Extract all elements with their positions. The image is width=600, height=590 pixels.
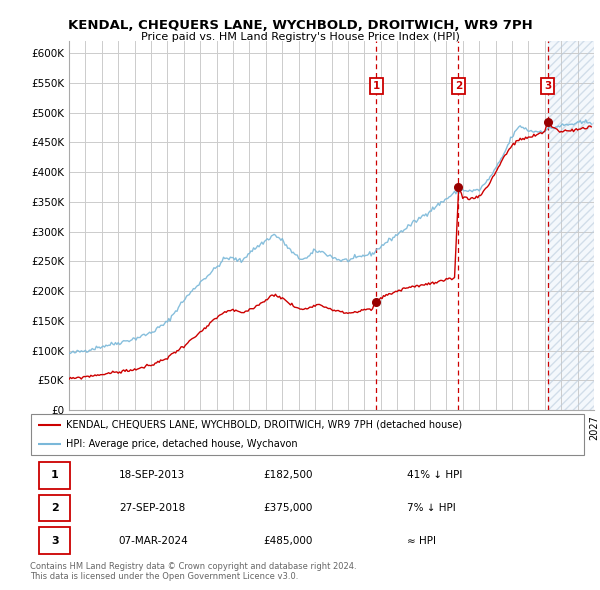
Text: 27-SEP-2018: 27-SEP-2018 bbox=[119, 503, 185, 513]
Text: KENDAL, CHEQUERS LANE, WYCHBOLD, DROITWICH, WR9 7PH (detached house): KENDAL, CHEQUERS LANE, WYCHBOLD, DROITWI… bbox=[66, 419, 462, 430]
Text: 18-SEP-2013: 18-SEP-2013 bbox=[119, 470, 185, 480]
Bar bbox=[548, 41, 594, 410]
Text: £375,000: £375,000 bbox=[263, 503, 313, 513]
Text: ≈ HPI: ≈ HPI bbox=[407, 536, 436, 546]
Text: HPI: Average price, detached house, Wychavon: HPI: Average price, detached house, Wych… bbox=[66, 440, 298, 450]
Text: 07-MAR-2024: 07-MAR-2024 bbox=[119, 536, 188, 546]
Text: 3: 3 bbox=[51, 536, 59, 546]
Text: 2: 2 bbox=[51, 503, 59, 513]
Text: £182,500: £182,500 bbox=[263, 470, 313, 480]
Text: 41% ↓ HPI: 41% ↓ HPI bbox=[407, 470, 463, 480]
Text: 2: 2 bbox=[455, 81, 462, 91]
Text: This data is licensed under the Open Government Licence v3.0.: This data is licensed under the Open Gov… bbox=[30, 572, 298, 581]
Text: Contains HM Land Registry data © Crown copyright and database right 2024.: Contains HM Land Registry data © Crown c… bbox=[30, 562, 356, 571]
FancyBboxPatch shape bbox=[40, 462, 70, 489]
FancyBboxPatch shape bbox=[40, 494, 70, 522]
Text: 3: 3 bbox=[544, 81, 551, 91]
Bar bbox=[548, 41, 594, 410]
Text: 1: 1 bbox=[51, 470, 59, 480]
Text: 7% ↓ HPI: 7% ↓ HPI bbox=[407, 503, 456, 513]
Text: 1: 1 bbox=[373, 81, 380, 91]
Text: Price paid vs. HM Land Registry's House Price Index (HPI): Price paid vs. HM Land Registry's House … bbox=[140, 32, 460, 42]
Text: £485,000: £485,000 bbox=[263, 536, 313, 546]
FancyBboxPatch shape bbox=[40, 527, 70, 554]
Text: KENDAL, CHEQUERS LANE, WYCHBOLD, DROITWICH, WR9 7PH: KENDAL, CHEQUERS LANE, WYCHBOLD, DROITWI… bbox=[68, 19, 532, 32]
FancyBboxPatch shape bbox=[31, 414, 584, 455]
